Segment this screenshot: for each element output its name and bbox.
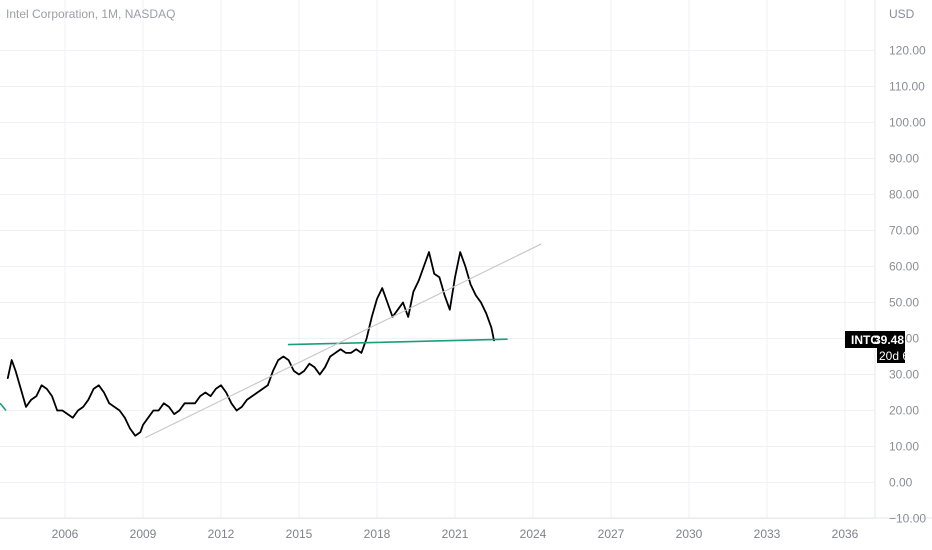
support-line[interactable]	[287, 338, 508, 346]
currency-label: USD	[889, 7, 915, 21]
y-tick-label: 10.00	[889, 440, 919, 454]
last-price-badge: INTC 39.48 20d 6h	[845, 331, 916, 363]
drawing-fragment[interactable]	[0, 402, 7, 412]
y-tick-label: 90.00	[889, 152, 919, 166]
y-tick-label: 110.00	[889, 80, 925, 94]
symbol-label: INTC	[851, 333, 879, 347]
y-tick-label: 0.00	[889, 476, 913, 490]
y-tick-label: 80.00	[889, 188, 919, 202]
countdown-badge-bg	[877, 348, 905, 363]
x-tick-label: 2027	[598, 527, 625, 541]
chart-title: Intel Corporation, 1M, NASDAQ	[6, 7, 175, 21]
x-tick-label: 2024	[520, 527, 547, 541]
countdown-value: 20d 6h	[879, 349, 916, 363]
x-tick-label: 2009	[130, 527, 157, 541]
y-tick-label: 50.00	[889, 296, 919, 310]
x-tick-label: 2015	[286, 527, 313, 541]
last-price-value: 39.48	[874, 333, 904, 347]
x-tick-label: 2030	[676, 527, 703, 541]
last-price-badge-bg	[845, 331, 905, 348]
y-tick-label: 60.00	[889, 260, 919, 274]
x-tick-label: 2018	[364, 527, 391, 541]
x-tick-label: 2033	[754, 527, 781, 541]
x-tick-label: 2021	[442, 527, 469, 541]
trend-line[interactable]	[145, 243, 542, 439]
x-tick-label: 2012	[208, 527, 235, 541]
x-axis[interactable]: 2006 2009 2012 2015 2018 2021 2024 2027 2030 2033…	[52, 527, 859, 541]
y-tick-label: 70.00	[889, 224, 919, 238]
x-tick-label: 2036	[832, 527, 859, 541]
x-tick-label: 2006	[52, 527, 79, 541]
series-layer	[0, 243, 542, 439]
y-tick-label: 120.00	[889, 44, 926, 58]
y-tick-label: 30.00	[889, 368, 919, 382]
y-tick-label: −10.00	[889, 512, 926, 526]
price-series-line[interactable]	[6, 251, 495, 437]
y-tick-label: 20.00	[889, 404, 919, 418]
y-tick-label: 100.00	[889, 116, 926, 130]
